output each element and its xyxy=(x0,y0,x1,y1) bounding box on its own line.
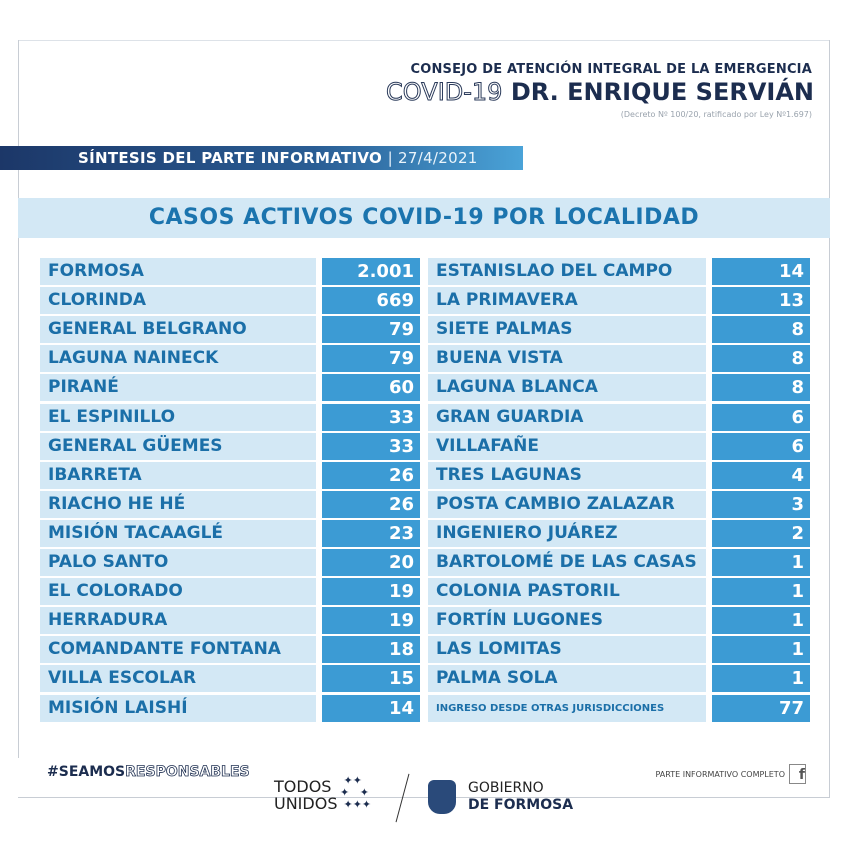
full-report-link[interactable]: PARTE INFORMATIVO COMPLETO f xyxy=(655,764,806,784)
active-cases-value: 26 xyxy=(322,461,420,489)
active-cases-value: 14 xyxy=(322,694,420,722)
province-seal-icon xyxy=(428,780,456,814)
active-cases-value: 3 xyxy=(712,490,810,518)
active-cases-value: 1 xyxy=(712,578,810,606)
active-cases-value: 77 xyxy=(712,694,810,722)
active-cases-value: 2 xyxy=(712,519,810,547)
locality-name: VILLAFAÑE xyxy=(428,432,706,460)
locality-name: PALO SANTO xyxy=(40,549,316,576)
todos-unidos-logo: TODOS UNIDOS xyxy=(274,778,337,812)
frame xyxy=(18,40,19,758)
hashtag: #SEAMOSRESPONSABLES xyxy=(47,764,250,781)
locality-name: TRES LAGUNAS xyxy=(428,461,706,489)
locality-name: LAGUNA NAINECK xyxy=(40,345,316,373)
locality-name: FORTÍN LUGONES xyxy=(428,607,706,635)
active-cases-value: 26 xyxy=(322,490,420,518)
locality-name: BARTOLOMÉ DE LAS CASAS xyxy=(428,549,706,576)
locality-name: MISIÓN LAISHÍ xyxy=(40,694,316,722)
council-name: COVID-19 DR. ENRIQUE SERVIÁN xyxy=(386,78,814,107)
facebook-icon[interactable]: f xyxy=(789,764,806,784)
locality-name: GENERAL GÜEMES xyxy=(40,432,316,460)
active-cases-value: 13 xyxy=(712,287,810,315)
locality-name: SIETE PALMAS xyxy=(428,316,706,344)
active-cases-value: 33 xyxy=(322,432,420,460)
summary-label: SÍNTESIS DEL PARTE INFORMATIVO xyxy=(78,149,383,167)
locality-name: FORMOSA xyxy=(40,258,316,285)
active-cases-value: 1 xyxy=(712,636,810,664)
locality-name: HERRADURA xyxy=(40,607,316,635)
locality-name: LAGUNA BLANCA xyxy=(428,374,706,402)
active-cases-value: 18 xyxy=(322,636,420,664)
decree-note: (Decreto Nº 100/20, ratificado por Ley N… xyxy=(620,110,812,119)
active-cases-value: 33 xyxy=(322,403,420,431)
locality-name: INGENIERO JUÁREZ xyxy=(428,519,706,547)
active-cases-value: 8 xyxy=(712,345,810,373)
locality-name: IBARRETA xyxy=(40,461,316,489)
active-cases-value: 8 xyxy=(712,316,810,344)
frame xyxy=(18,40,830,41)
locality-name: BUENA VISTA xyxy=(428,345,706,373)
locality-name: PIRANÉ xyxy=(40,374,316,402)
locality-name: VILLA ESCOLAR xyxy=(40,665,316,693)
stars-icon: ✦✦ ✦ ✦ ✦✦✦ xyxy=(340,774,372,811)
active-cases-value: 20 xyxy=(322,549,420,576)
locality-name: MISIÓN TACAAGLÉ xyxy=(40,519,316,547)
council-heading: CONSEJO DE ATENCIÓN INTEGRAL DE LA EMERG… xyxy=(410,62,812,77)
locality-name: PALMA SOLA xyxy=(428,665,706,693)
logo-text: UNIDOS xyxy=(274,794,338,813)
active-cases-value: 8 xyxy=(712,374,810,402)
frame xyxy=(18,40,830,798)
active-cases-value: 2.001 xyxy=(322,258,420,285)
active-cases-value: 1 xyxy=(712,665,810,693)
locality-name: EL COLORADO xyxy=(40,578,316,606)
logo-text: DE FORMOSA xyxy=(468,797,574,813)
locality-name: LAS LOMITAS xyxy=(428,636,706,664)
locality-name: COLONIA PASTORIL xyxy=(428,578,706,606)
active-cases-value: 19 xyxy=(322,578,420,606)
active-cases-value: 23 xyxy=(322,519,420,547)
locality-name: ESTANISLAO DEL CAMPO xyxy=(428,258,706,285)
full-report-label: PARTE INFORMATIVO COMPLETO xyxy=(655,769,785,779)
locality-name: GRAN GUARDIA xyxy=(428,403,706,431)
page-title: CASOS ACTIVOS COVID-19 POR LOCALIDAD xyxy=(18,198,830,238)
locality-name: LA PRIMAVERA xyxy=(428,287,706,315)
covid-label: COVID-19 xyxy=(386,78,503,107)
gobierno-logo: GOBIERNO DE FORMOSA xyxy=(468,780,573,814)
active-cases-value: 60 xyxy=(322,374,420,402)
active-cases-value: 19 xyxy=(322,607,420,635)
active-cases-value: 4 xyxy=(712,461,810,489)
locality-name: POSTA CAMBIO ZALAZAR xyxy=(428,490,706,518)
active-cases-value: 669 xyxy=(322,287,420,315)
locality-name: RIACHO HE HÉ xyxy=(40,490,316,518)
hashtag-part: RESPONSABLES xyxy=(125,764,250,781)
locality-name: CLORINDA xyxy=(40,287,316,315)
locality-name: INGRESO DESDE OTRAS JURISDICCIONES xyxy=(428,694,706,722)
active-cases-value: 1 xyxy=(712,607,810,635)
logo-text: TODOS xyxy=(274,777,332,796)
summary-bar: SÍNTESIS DEL PARTE INFORMATIVO | 27/4/20… xyxy=(0,146,523,170)
summary-date: | 27/4/2021 xyxy=(387,149,478,167)
hashtag-part: #SEAMOS xyxy=(47,764,126,780)
active-cases-value: 79 xyxy=(322,316,420,344)
active-cases-value: 79 xyxy=(322,345,420,373)
active-cases-value: 14 xyxy=(712,258,810,285)
active-cases-value: 6 xyxy=(712,403,810,431)
active-cases-value: 1 xyxy=(712,549,810,576)
doctor-name: DR. ENRIQUE SERVIÁN xyxy=(510,78,814,106)
active-cases-value: 6 xyxy=(712,432,810,460)
locality-name: GENERAL BELGRANO xyxy=(40,316,316,344)
logo-text: GOBIERNO xyxy=(468,780,544,796)
active-cases-value: 15 xyxy=(322,665,420,693)
locality-name: EL ESPINILLO xyxy=(40,403,316,431)
locality-name: COMANDANTE FONTANA xyxy=(40,636,316,664)
